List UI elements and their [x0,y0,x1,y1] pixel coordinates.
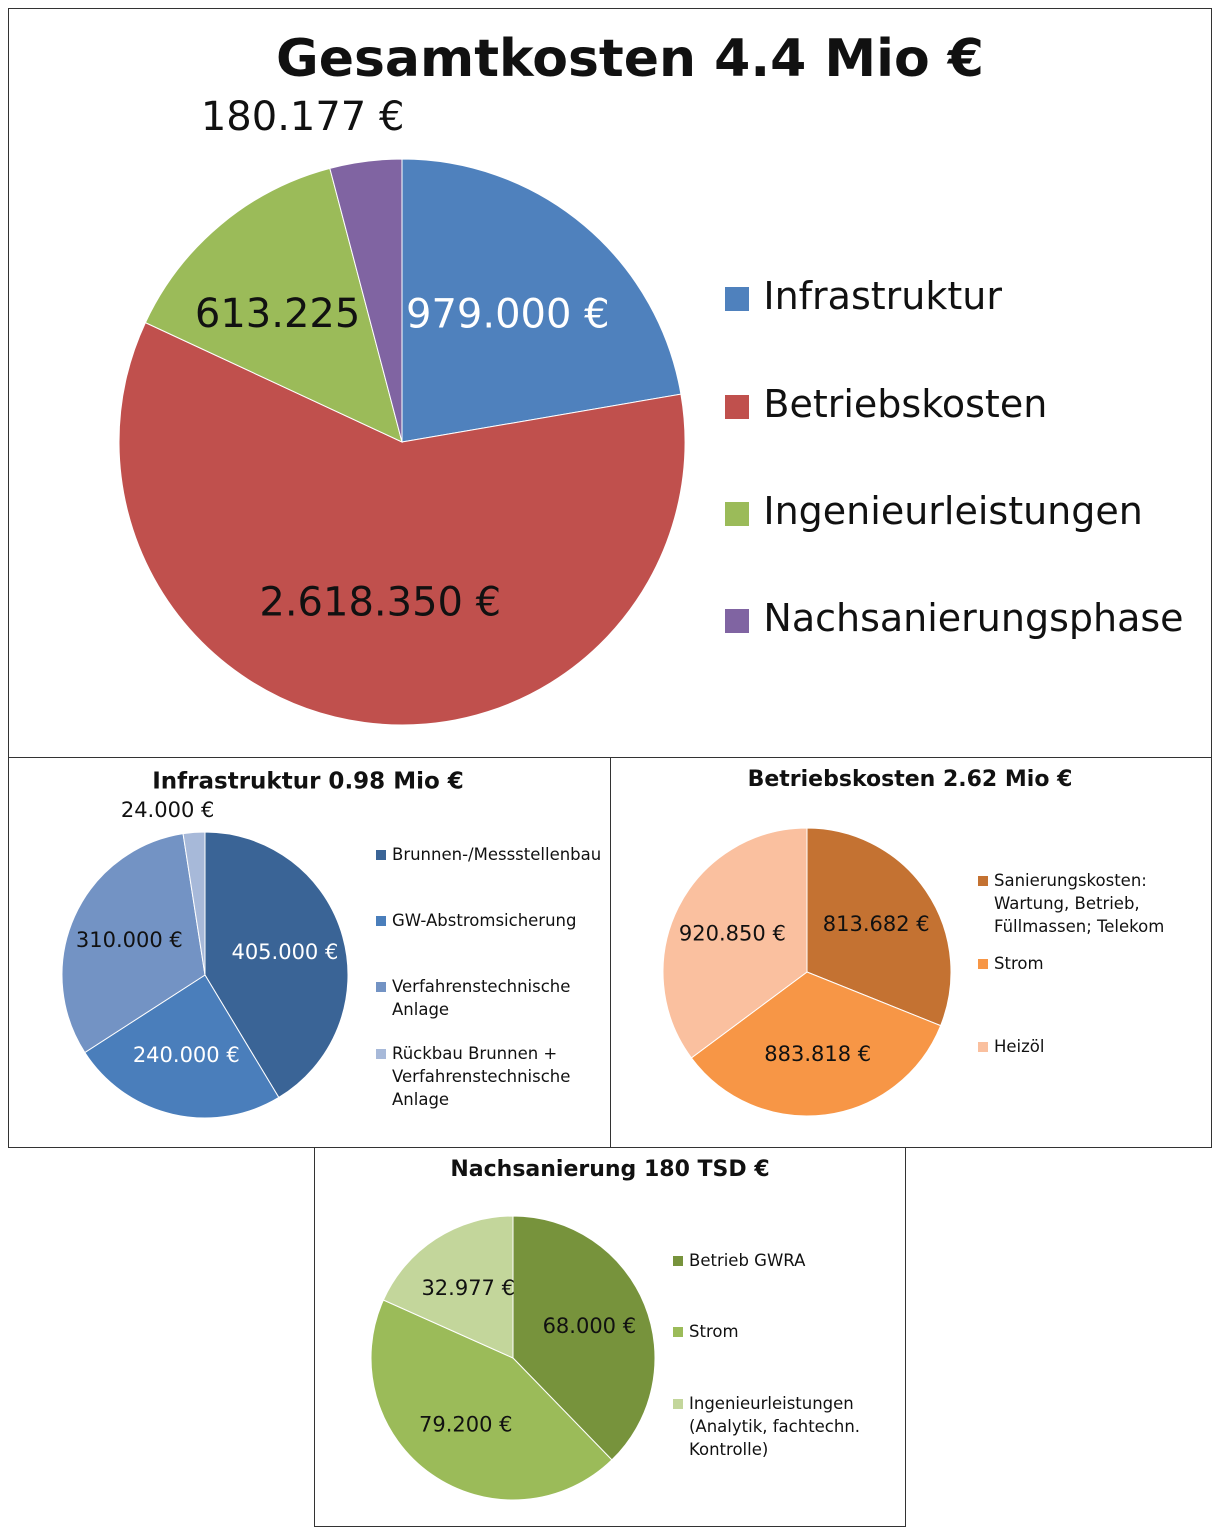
pie-slice [182,831,206,976]
pie-slice [401,158,682,443]
legend-entry: GW-Abstromsicherung [376,909,602,932]
pie-slice [144,167,403,443]
legend-entry: Ingenieurleistungen (Analytik, fachtechn… [673,1392,879,1461]
chart-title: Betriebskosten 2.62 Mio € [748,767,1073,792]
legend-swatch [978,876,988,887]
legend-swatch [725,395,749,420]
legend-label: Sanierungskosten: Wartung, Betrieb, Füll… [994,871,1165,937]
legend-entry: Betriebskosten [725,378,1212,431]
legend-entry: Strom [673,1320,879,1343]
legend-entry: Betrieb GWRA [673,1249,879,1272]
chart-title: Nachsanierung 180 TSD € [450,1157,769,1182]
pie-slice [690,971,942,1117]
legend-entry: Ingenieurleistungen [725,485,1212,538]
legend-swatch [376,1049,386,1060]
legend-swatch [725,287,749,312]
legend-entry: Strom [978,952,1194,975]
legend-swatch [376,982,386,993]
pie-slice [370,1299,613,1501]
pie-slice [382,1215,514,1359]
legend-entry: Brunnen-/Messstellenbau [376,843,602,866]
legend-swatch [725,609,749,634]
legend-entry: Rückbau Brunnen + Verfahrenstechnische A… [376,1042,602,1111]
pie-slice [806,827,952,1027]
value-label: 2.618.350 € [259,580,501,626]
value-label: 979.000 € [406,292,610,338]
value-label: 180.177 € [201,94,405,140]
legend-swatch [673,1399,683,1410]
pie-slice [118,321,686,726]
value-label: 813.682 € [823,912,930,936]
legend-label: Heizöl [994,1037,1045,1056]
legend-label: Ingenieurleistungen [763,489,1143,533]
legend-swatch [673,1256,683,1267]
legend-label: Rückbau Brunnen + Verfahrenstechnische A… [392,1044,571,1110]
legend-label: Betriebskosten [763,382,1048,426]
chart-title: Gesamtkosten 4.4 Mio € [276,29,984,89]
value-label: 68.000 € [543,1314,637,1338]
legend-swatch [978,1042,988,1053]
legend-label: Strom [994,954,1044,973]
legend-entry: Heizöl [978,1035,1194,1058]
value-label: 883.818 € [764,1042,871,1066]
pie-slice [204,831,349,1099]
pie-slice [512,1215,656,1461]
pie-slice [662,827,808,1059]
legend-label: GW-Abstromsicherung [392,911,577,930]
legend-swatch [376,850,386,861]
pie-slice [84,974,280,1119]
value-label: 310.000 € [76,928,183,952]
legend-entry: Sanierungskosten: Wartung, Betrieb, Füll… [978,869,1194,938]
legend-label: Nachsanierungsphase [763,596,1184,640]
legend-label: Betrieb GWRA [689,1251,806,1270]
legend-swatch [978,959,988,970]
pie-slice [329,158,403,443]
legend-swatch [376,916,386,927]
legend-entry: Verfahrenstechnische Anlage [376,975,602,1021]
pie-slice [61,833,206,1054]
value-label: 405.000 € [231,940,338,964]
legend-swatch [673,1327,683,1338]
legend-label: Strom [689,1322,739,1341]
value-label: 240.000 € [133,1043,240,1067]
value-label: 32.977 € [421,1276,515,1300]
legend-swatch [725,502,749,527]
legend-label: Verfahrenstechnische Anlage [392,977,571,1020]
legend-label: Ingenieurleistungen (Analytik, fachtechn… [689,1394,861,1460]
legend-entry: Infrastruktur [725,270,1212,323]
legend-label: Brunnen-/Messstellenbau [392,845,602,864]
chart-title: Infrastruktur 0.98 Mio € [152,769,464,795]
value-label: 24.000 € [121,798,215,822]
legend-entry: Nachsanierungsphase [725,592,1212,645]
value-label: 79.200 € [419,1412,513,1436]
value-label: 920.850 € [679,921,786,945]
legend-label: Infrastruktur [763,274,1002,318]
